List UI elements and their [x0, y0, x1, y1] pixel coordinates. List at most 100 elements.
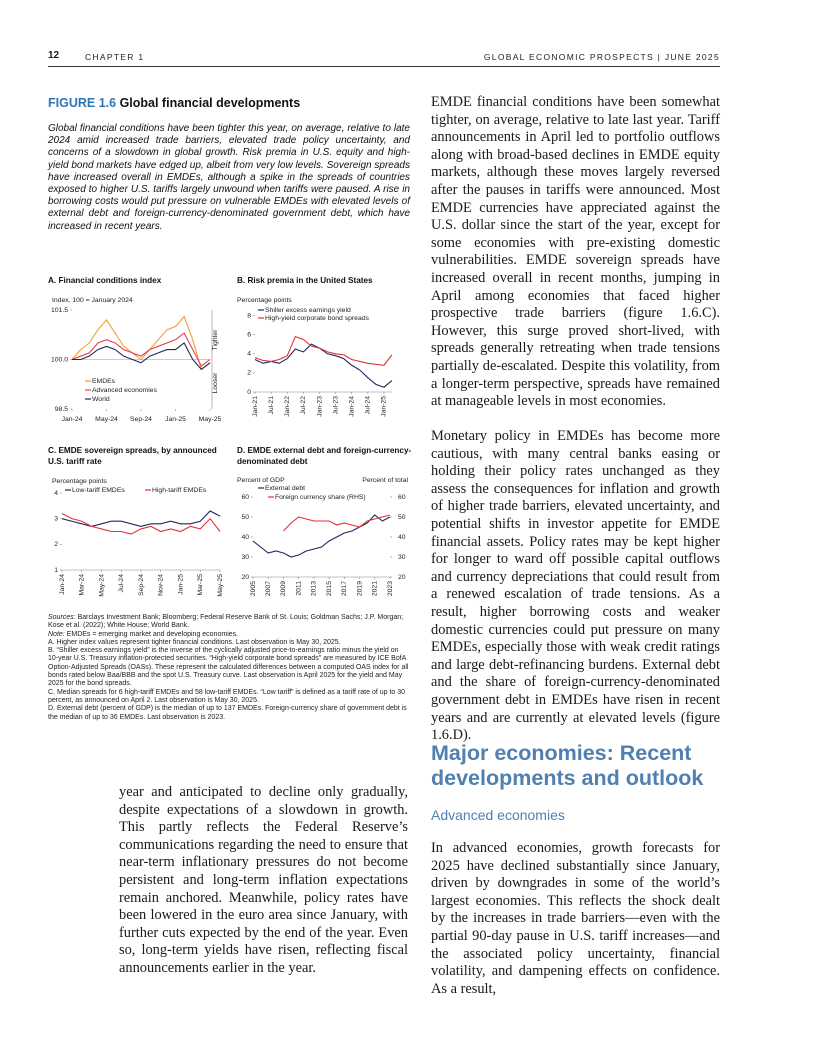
- note-text: EMDEs = emerging market and developing e…: [66, 630, 239, 638]
- series-line: [61, 510, 221, 527]
- note-item: C. Median spreads for 6 high-tariff EMDE…: [48, 688, 406, 704]
- y-tick-label: 50: [398, 514, 406, 521]
- x-tick-label: May-24: [95, 416, 118, 423]
- x-tick-label: Jan-21: [252, 396, 259, 417]
- x-tick-label: Jan-24: [59, 574, 66, 595]
- x-tick-label: Jan-22: [284, 396, 291, 417]
- x-tick-label: 2023: [387, 581, 394, 596]
- note-label: Note:: [48, 630, 65, 638]
- figure-notes: Sources: Barclays Investment Bank; Bloom…: [48, 614, 410, 722]
- x-tick-label: Nov-24: [158, 574, 165, 596]
- panel-title: A. Financial conditions index: [48, 276, 162, 285]
- y-tick-label: 100.0: [51, 356, 68, 363]
- x-tick-label: Jan-25: [165, 416, 186, 423]
- x-tick-label: 2007: [265, 581, 272, 596]
- legend-label: Advanced economies: [92, 387, 158, 394]
- legend-label: Shiller excess earnings yield: [265, 307, 351, 314]
- figure-label: FIGURE 1.6: [48, 96, 117, 110]
- panel-chart: Percentage points 0 2 4 6 8 Jan-21 Jul-21 Jan-22…: [237, 297, 393, 417]
- x-tick-label: Jan-24: [62, 416, 83, 423]
- x-tick-label: Jan-24: [349, 396, 356, 417]
- legend-label: External debt: [265, 485, 305, 492]
- body-text: In advanced economies, growth forecasts …: [431, 840, 720, 997]
- figure-heading: FIGURE 1.6 Global financial developments: [48, 96, 300, 110]
- x-tick-label: 2013: [311, 581, 318, 596]
- x-tick-label: May-24: [98, 574, 105, 597]
- x-tick-label: May-25: [199, 416, 222, 423]
- y-tick-label: 4: [54, 490, 58, 497]
- y-axis-label: Percentage points: [237, 297, 292, 304]
- series-line: [252, 514, 391, 558]
- note-item: D. External debt (percent of GDP) is the…: [48, 705, 407, 721]
- x-tick-label: 2021: [372, 581, 379, 596]
- y-axis-label: Percentage points: [52, 478, 107, 485]
- x-tick-label: Mar-25: [197, 574, 204, 596]
- panel-title: D. EMDE external debt and foreign-curren…: [237, 446, 412, 466]
- series-line: [61, 513, 221, 535]
- y-tick-label: 20: [241, 574, 249, 581]
- y-tick-label: 60: [241, 494, 249, 501]
- subsection-heading: Advanced economies: [431, 807, 565, 823]
- series-line: [71, 315, 211, 371]
- body-text: year and anticipated to decline only gra…: [119, 784, 408, 976]
- figure-description: Global financial conditions have been ti…: [48, 123, 410, 232]
- series-line: [71, 332, 211, 367]
- figure-title: Global financial developments: [119, 96, 301, 110]
- y-tick-label: 6: [247, 331, 251, 338]
- x-tick-label: Mar-24: [79, 574, 86, 596]
- legend-label: EMDEs: [92, 378, 116, 385]
- panel-chart: Index, 100 = January 2024 98.5 100.0 101.5 J…: [51, 297, 222, 423]
- y-tick-label: 1: [54, 567, 58, 574]
- y-tick-label: 2: [54, 541, 58, 548]
- body-text: Monetary policy in EMDEs has become more…: [431, 428, 720, 744]
- chapter: CHAPTER 1: [85, 52, 145, 62]
- page-number: 12: [48, 50, 60, 61]
- x-tick-label: Jul-23: [332, 396, 339, 415]
- y-tick-label: 50: [241, 514, 249, 521]
- y-tick-label: 0: [247, 389, 251, 396]
- x-tick-label: 2009: [280, 581, 287, 596]
- x-tick-label: May-25: [217, 574, 224, 597]
- header-rule: [48, 66, 720, 67]
- y-tick-label: 101.5: [51, 307, 68, 314]
- x-tick-label: 2019: [356, 581, 363, 596]
- body-text: EMDE financial conditions have been some…: [431, 94, 720, 410]
- x-tick-label: Jul-22: [300, 396, 307, 415]
- x-tick-label: 2005: [250, 581, 257, 596]
- x-tick-label: 2015: [326, 581, 333, 596]
- y-axis-label: Index, 100 = January 2024: [52, 297, 133, 304]
- y-tick-label: 30: [398, 554, 406, 561]
- annotation: Tighter: [212, 329, 219, 351]
- x-tick-label: Jan-23: [316, 396, 323, 417]
- x-tick-label: Jul-24: [365, 396, 372, 415]
- y-tick-label: 2: [247, 370, 251, 377]
- note-item: B. “Shiller excess earnings yield” is th…: [48, 647, 409, 688]
- x-tick-label: Sep-24: [138, 574, 145, 596]
- annotation: Looser: [212, 372, 219, 394]
- section-heading: Major economies: Recent developments and…: [431, 741, 704, 790]
- x-tick-label: Jan-25: [177, 574, 184, 595]
- y-tick-label: 30: [241, 554, 249, 561]
- series-line: [72, 342, 211, 371]
- y-tick-label: 20: [398, 574, 406, 581]
- running-title: GLOBAL ECONOMIC PROSPECTS | JUNE 2025: [483, 52, 720, 62]
- y-tick-label: 40: [398, 534, 406, 541]
- series-line: [254, 343, 393, 388]
- series-line: [254, 335, 393, 366]
- series-line: [283, 514, 391, 532]
- legend-label: Foreign currency share (RHS): [275, 494, 366, 501]
- panel-title: B. Risk premia in the United States: [237, 276, 373, 285]
- y2-axis-label: Percent of total: [362, 477, 408, 484]
- x-tick-label: 2011: [295, 581, 302, 596]
- panel-chart: Percent of GDP Percent of total 20 30 40 50 60…: [237, 477, 408, 596]
- note-item: A. Higher index values represent tighter…: [48, 638, 341, 646]
- sources-label: Sources:: [48, 614, 76, 621]
- x-tick-label: Jul-21: [268, 396, 275, 415]
- sources: Sources: Barclays Investment Bank; Bloom…: [48, 614, 410, 631]
- note: Note: EMDEs = emerging market and develo…: [48, 631, 410, 639]
- y-tick-label: 3: [54, 515, 58, 522]
- sources-text: Barclays Investment Bank; Bloomberg; Fed…: [48, 614, 404, 630]
- panel-title: C. EMDE sovereign spreads, by announced …: [48, 446, 217, 466]
- y-tick-label: 60: [398, 494, 406, 501]
